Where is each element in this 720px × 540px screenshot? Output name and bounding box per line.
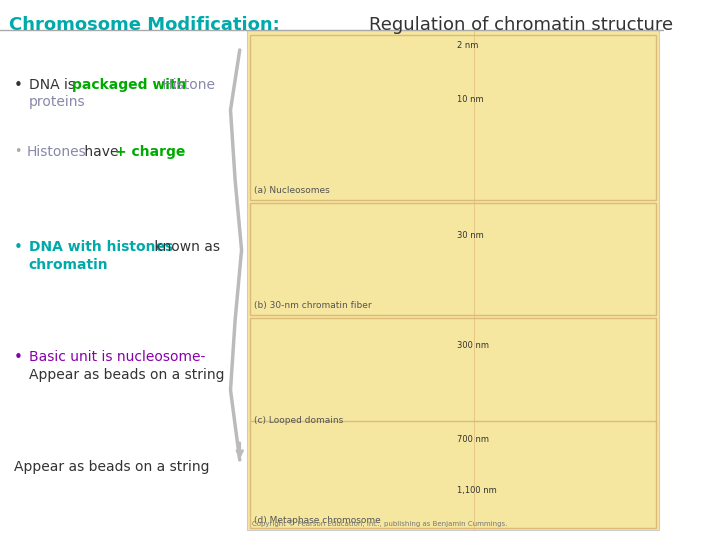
Text: packaged with: packaged with (72, 78, 186, 92)
Text: known as: known as (150, 240, 220, 254)
Text: •: • (14, 240, 23, 255)
Text: DNA is: DNA is (29, 78, 79, 92)
Text: Histones: Histones (27, 145, 86, 159)
Text: DNA with histones: DNA with histones (29, 240, 173, 254)
Text: (d) Metaphase chromosome: (d) Metaphase chromosome (254, 516, 381, 525)
Text: Histone: Histone (158, 78, 215, 92)
Text: 2 nm: 2 nm (457, 40, 479, 50)
Text: •: • (14, 145, 21, 158)
Text: (b) 30-nm chromatin fiber: (b) 30-nm chromatin fiber (254, 301, 372, 310)
Text: chromatin: chromatin (29, 258, 108, 272)
FancyBboxPatch shape (250, 421, 657, 528)
Text: 30 nm: 30 nm (457, 231, 484, 240)
Text: have: have (80, 145, 123, 159)
FancyBboxPatch shape (250, 318, 657, 430)
Text: •: • (14, 78, 23, 93)
Text: 700 nm: 700 nm (457, 435, 490, 444)
Text: 300 nm: 300 nm (457, 341, 490, 349)
FancyBboxPatch shape (250, 203, 657, 315)
Text: Appear as beads on a string: Appear as beads on a string (14, 460, 210, 474)
Text: Regulation of chromatin structure: Regulation of chromatin structure (369, 16, 673, 34)
FancyBboxPatch shape (247, 30, 660, 530)
Text: 10 nm: 10 nm (457, 96, 484, 105)
Text: (a) Nucleosomes: (a) Nucleosomes (254, 186, 330, 195)
Text: Chromosome Modification:: Chromosome Modification: (9, 16, 280, 34)
Text: (c) Looped domains: (c) Looped domains (254, 416, 343, 425)
Text: Basic unit is nucleosome-: Basic unit is nucleosome- (29, 350, 205, 364)
FancyBboxPatch shape (250, 35, 657, 200)
Text: Appear as beads on a string: Appear as beads on a string (29, 368, 224, 382)
Text: Copyright © Pearson Education, Inc., publishing as Benjamin Cummings.: Copyright © Pearson Education, Inc., pub… (252, 521, 507, 527)
Text: •: • (14, 350, 23, 365)
Text: 1,100 nm: 1,100 nm (457, 485, 497, 495)
Text: proteins: proteins (29, 95, 85, 109)
Text: + charge: + charge (115, 145, 186, 159)
